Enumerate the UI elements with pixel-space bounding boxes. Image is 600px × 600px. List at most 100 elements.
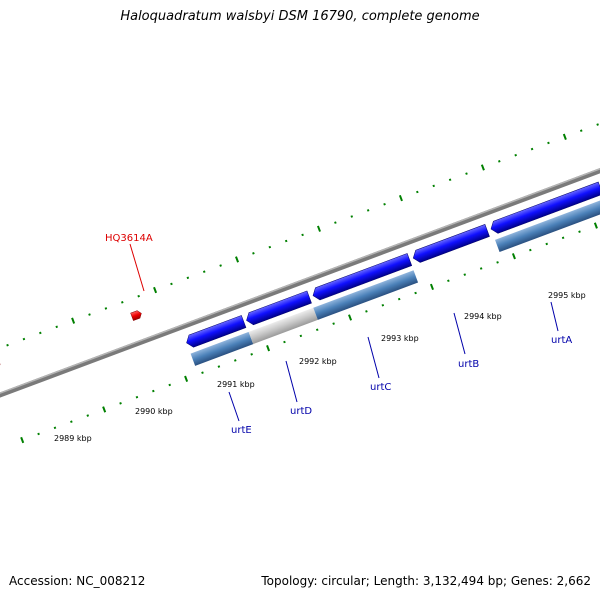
major-tick xyxy=(153,287,157,293)
leader-urtA xyxy=(551,302,558,331)
minor-tick xyxy=(432,185,435,188)
minor-tick xyxy=(514,154,517,157)
red-gene-feature-left[interactable] xyxy=(0,360,2,371)
major-tick xyxy=(594,222,598,228)
gene-label-urtC[interactable]: urtC xyxy=(370,382,391,393)
red-gene-feature-hq3614a[interactable] xyxy=(131,310,143,321)
gene-label-urtB[interactable]: urtB xyxy=(458,359,479,370)
rotated-track-frame xyxy=(0,106,600,452)
minor-tick xyxy=(285,240,288,243)
minor-tick xyxy=(234,359,237,362)
leader-urtE xyxy=(229,392,239,421)
minor-tick xyxy=(187,277,190,280)
minor-tick xyxy=(580,129,583,132)
minor-tick xyxy=(250,353,253,356)
minor-tick xyxy=(55,326,58,329)
genome-summary: Topology: circular; Length: 3,132,494 bp… xyxy=(261,574,591,588)
minor-tick xyxy=(529,249,532,252)
major-tick xyxy=(20,437,24,443)
minor-tick xyxy=(480,267,483,270)
minor-tick xyxy=(218,365,221,368)
minor-tick xyxy=(383,203,386,206)
major-tick xyxy=(348,314,352,320)
scale-label-2989: 2989 kbp xyxy=(54,434,92,443)
major-tick xyxy=(399,195,403,201)
minor-tick xyxy=(300,335,303,338)
minor-tick xyxy=(332,322,335,325)
minor-tick xyxy=(416,191,419,194)
minor-tick xyxy=(168,384,171,387)
gene-label-urtD[interactable]: urtD xyxy=(290,406,312,417)
scale-label-2995: 2995 kbp xyxy=(548,291,586,300)
gene-label-hq3614a[interactable]: HQ3614A xyxy=(105,233,153,244)
major-tick xyxy=(235,256,239,262)
scale-label-2994: 2994 kbp xyxy=(464,312,502,321)
minor-tick xyxy=(70,420,73,423)
minor-tick xyxy=(219,264,222,267)
minor-tick xyxy=(547,142,550,145)
genome-map[interactable]: urtE urtD urtC urtB urtA HQ3614A 2989 kb… xyxy=(0,0,600,600)
minor-tick xyxy=(203,270,206,273)
major-tick xyxy=(563,134,567,140)
gene-label-urtA[interactable]: urtA xyxy=(551,335,572,346)
minor-tick xyxy=(350,215,353,218)
leader-hq3614a xyxy=(130,244,144,291)
minor-tick xyxy=(316,328,319,331)
minor-tick xyxy=(414,292,417,295)
minor-tick xyxy=(137,295,140,298)
minor-tick xyxy=(23,338,26,341)
minor-tick xyxy=(531,148,534,151)
minor-tick xyxy=(596,123,599,126)
minor-tick xyxy=(498,160,501,163)
minor-tick xyxy=(170,283,173,286)
minor-tick xyxy=(447,279,450,282)
gene-label-urtE[interactable]: urtE xyxy=(231,425,252,436)
major-tick xyxy=(184,376,188,382)
minor-tick xyxy=(334,221,337,224)
cds-urtB[interactable] xyxy=(411,224,490,264)
minor-tick xyxy=(463,273,466,276)
minor-tick xyxy=(152,390,155,393)
minor-tick xyxy=(201,371,204,374)
minor-tick xyxy=(365,310,368,313)
major-tick xyxy=(102,406,106,412)
minor-tick xyxy=(496,261,499,264)
major-tick xyxy=(481,164,485,170)
minor-tick xyxy=(6,344,9,347)
scale-label-2991: 2991 kbp xyxy=(217,380,255,389)
accession-label: Accession: NC_008212 xyxy=(9,574,145,588)
minor-tick xyxy=(283,341,286,344)
leader-urtC xyxy=(368,337,379,378)
minor-tick xyxy=(39,332,42,335)
minor-tick xyxy=(301,234,304,237)
minor-tick xyxy=(54,427,57,430)
minor-tick xyxy=(121,301,124,304)
minor-tick xyxy=(367,209,370,212)
major-tick xyxy=(266,345,270,351)
minor-tick xyxy=(269,246,272,249)
minor-tick xyxy=(398,298,401,301)
scale-label-2992: 2992 kbp xyxy=(299,357,337,366)
minor-tick xyxy=(86,414,89,417)
major-tick xyxy=(317,226,321,232)
minor-tick xyxy=(449,178,452,181)
minor-tick xyxy=(465,172,468,175)
minor-tick xyxy=(545,243,548,246)
minor-tick xyxy=(252,252,255,255)
minor-tick xyxy=(119,402,122,405)
scale-label-2993: 2993 kbp xyxy=(381,334,419,343)
major-tick xyxy=(71,318,75,324)
minor-tick xyxy=(562,237,565,240)
scale-label-2990: 2990 kbp xyxy=(135,407,173,416)
minor-tick xyxy=(578,230,581,233)
minor-tick xyxy=(37,433,40,436)
minor-tick xyxy=(136,396,139,399)
gene-label-leaders xyxy=(229,302,558,421)
cds-row xyxy=(184,182,600,349)
minor-tick xyxy=(105,307,108,310)
leader-urtD xyxy=(286,361,297,402)
minor-tick xyxy=(382,304,385,307)
major-tick xyxy=(512,253,516,259)
minor-tick xyxy=(88,313,91,316)
major-tick xyxy=(430,284,434,290)
